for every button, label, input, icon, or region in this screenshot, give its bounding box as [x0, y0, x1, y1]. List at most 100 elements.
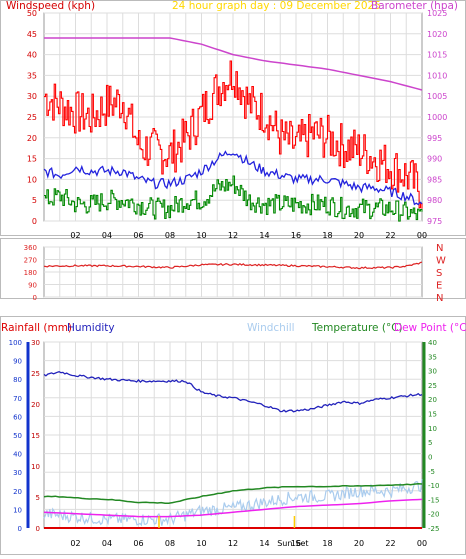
compass-label: W — [436, 256, 446, 267]
wind-x-tick-label: 06 — [133, 231, 143, 240]
average-line — [43, 150, 423, 206]
legend-rainfall: Rainfall (mm) — [1, 322, 72, 334]
wind-x-tick-label: 12 — [228, 231, 238, 240]
temperature-tick-label: 0 — [428, 453, 432, 461]
temp-x-tick-label: 14 — [259, 539, 269, 548]
humidity-tick-label: 80 — [13, 376, 22, 384]
temperature-tick-label: -10 — [428, 482, 439, 490]
direction-line — [43, 261, 423, 270]
sunset-label: Set — [295, 539, 308, 548]
temp-x-tick-label: 18 — [322, 539, 332, 548]
temp-x-tick-label: 20 — [354, 539, 364, 548]
barometer-tick-label: 980 — [427, 196, 442, 205]
temperature-tick-label: -5 — [428, 468, 435, 476]
wind-x-tick-label: 00 — [417, 231, 427, 240]
compass-label: N — [436, 293, 443, 304]
wind-x-tick-label: 10 — [196, 231, 206, 240]
barometer-axis-label: Barometer (hpa) — [371, 0, 458, 12]
temperature-tick-label: 5 — [428, 439, 432, 447]
wind-x-tick-label: 04 — [102, 231, 112, 240]
barometer-line — [44, 37, 423, 91]
wind-x-tick-label: 14 — [259, 231, 269, 240]
compass-label: N — [436, 243, 443, 254]
humidity-tick-label: 50 — [13, 432, 22, 440]
temperature-tick-label: 30 — [428, 368, 437, 376]
humidity-tick-label: 90 — [13, 358, 22, 366]
humidity-tick-label: 10 — [13, 506, 22, 514]
windspeed-tick-label: 40 — [27, 51, 37, 60]
direction-tick-label: 360 — [24, 244, 37, 252]
temp-x-tick-label: 08 — [165, 539, 175, 548]
direction-tick-label: 0 — [33, 294, 37, 302]
humidity-tick-label: 60 — [13, 413, 22, 421]
windchill-line — [43, 478, 423, 527]
humidity-tick-label: 0 — [18, 525, 22, 533]
temp-x-tick-label: 12 — [228, 539, 238, 548]
wind-x-tick-label: 16 — [291, 231, 301, 240]
barometer-tick-label: 975 — [427, 217, 442, 226]
humidity-tick-label: 70 — [13, 395, 22, 403]
barometer-tick-label: 995 — [427, 134, 442, 143]
wind-x-tick-label: 18 — [322, 231, 332, 240]
temperature-tick-label: 35 — [428, 353, 437, 361]
barometer-tick-label: 1025 — [427, 9, 447, 18]
direction-tick-label: 270 — [24, 257, 37, 265]
windspeed-tick-label: 50 — [27, 9, 37, 18]
windspeed-tick-label: 35 — [27, 71, 37, 80]
humidity-tick-label: 40 — [13, 451, 22, 459]
wind-x-tick-label: 22 — [385, 231, 395, 240]
gust-line — [44, 60, 423, 209]
legend-dewpoint: Dew Point (°C) — [394, 322, 466, 334]
rain-tick-label: 0 — [36, 525, 40, 533]
sunrise-label: Sun — [277, 539, 292, 548]
temperature-tick-label: 20 — [428, 396, 437, 404]
windspeed-tick-label: 20 — [27, 134, 37, 143]
direction-tick-label: 90 — [28, 282, 37, 290]
windspeed-tick-label: 15 — [27, 155, 37, 164]
rain-tick-label: 30 — [31, 339, 40, 347]
legend-windchill: Windchill — [247, 322, 295, 334]
series-lines — [43, 37, 423, 529]
rain-tick-label: 5 — [36, 494, 40, 502]
wind-x-tick-label: 20 — [354, 231, 364, 240]
temp-x-tick-label: 06 — [133, 539, 143, 548]
direction-tick-label: 180 — [24, 269, 37, 277]
wind-x-tick-label: 02 — [70, 231, 80, 240]
temperature-tick-label: 15 — [428, 411, 437, 419]
legend-temperature: Temperature (°C) — [311, 322, 403, 334]
temperature-tick-label: -15 — [428, 496, 439, 504]
windspeed-tick-label: 0 — [32, 217, 37, 226]
temperature-tick-label: 25 — [428, 382, 437, 390]
barometer-tick-label: 1005 — [427, 92, 447, 101]
windspeed-tick-label: 25 — [27, 113, 37, 122]
windspeed-tick-label: 10 — [27, 175, 37, 184]
windspeed-axis-label: Windspeed (kph) — [6, 0, 95, 12]
wind-x-tick-label: 08 — [165, 231, 175, 240]
humidity-tick-label: 30 — [13, 469, 22, 477]
barometer-tick-label: 1000 — [427, 113, 447, 122]
graph-title: 24 hour graph day : 09 December 2025 — [172, 0, 381, 12]
temp-x-tick-label: 04 — [102, 539, 112, 548]
temp-x-tick-label: 10 — [196, 539, 206, 548]
barometer-tick-label: 990 — [427, 155, 442, 164]
dewpoint-line — [43, 498, 423, 518]
windspeed-tick-label: 45 — [27, 30, 37, 39]
barometer-tick-label: 985 — [427, 175, 442, 184]
axis-ticks: 0510152025303540455097598098599099510001… — [9, 9, 448, 548]
temperature-tick-label: 10 — [428, 425, 437, 433]
humidity-tick-label: 100 — [9, 339, 22, 347]
rain-tick-label: 25 — [31, 370, 40, 378]
temp-x-tick-label: 02 — [70, 539, 80, 548]
barometer-tick-label: 1015 — [427, 51, 447, 60]
lull-line — [44, 175, 423, 222]
temp-x-tick-label: 16 — [291, 539, 301, 548]
windspeed-tick-label: 30 — [27, 92, 37, 101]
barometer-tick-label: 1020 — [427, 30, 447, 39]
temperature-tick-label: 40 — [428, 339, 437, 347]
humidity-line — [43, 370, 423, 413]
temperature-tick-label: -25 — [428, 525, 439, 533]
rain-tick-label: 20 — [31, 401, 40, 409]
rain-tick-label: 10 — [31, 463, 40, 471]
